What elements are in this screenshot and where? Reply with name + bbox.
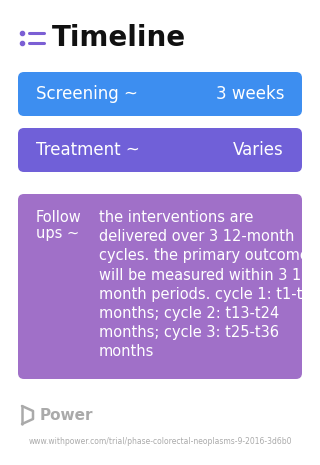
Text: 3 weeks: 3 weeks [215,85,284,103]
Text: ups ~: ups ~ [36,226,79,241]
Text: Timeline: Timeline [52,24,186,52]
FancyBboxPatch shape [18,128,302,172]
FancyBboxPatch shape [18,72,302,116]
Text: Follow: Follow [36,210,82,225]
Text: www.withpower.com/trial/phase-colorectal-neoplasms-9-2016-3d6b0: www.withpower.com/trial/phase-colorectal… [28,437,292,446]
Text: Treatment ~: Treatment ~ [36,141,140,159]
Text: the interventions are
delivered over 3 12-month
cycles. the primary outcome
will: the interventions are delivered over 3 1… [99,210,320,359]
Text: Screening ~: Screening ~ [36,85,138,103]
Text: Power: Power [40,407,93,423]
Text: Varies: Varies [233,141,284,159]
FancyBboxPatch shape [18,194,302,379]
